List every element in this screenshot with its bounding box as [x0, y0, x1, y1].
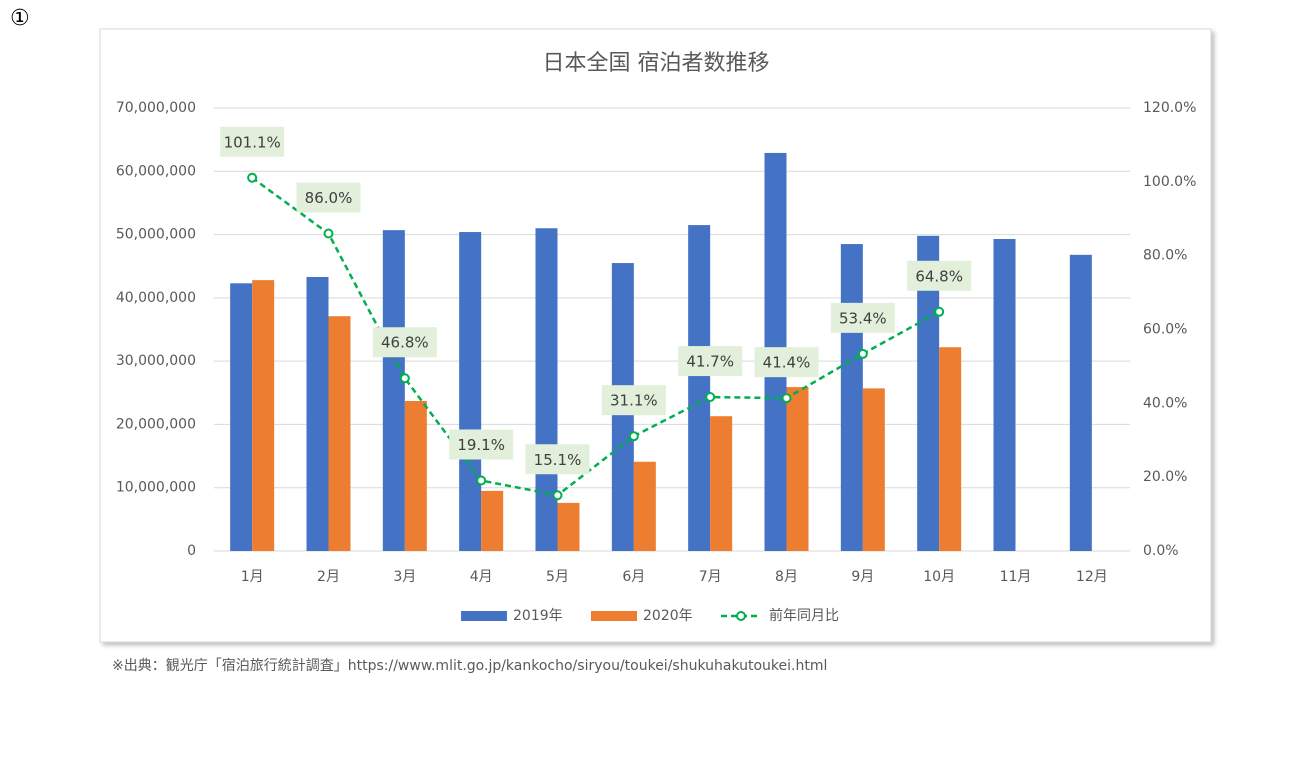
bar	[862, 388, 885, 551]
data-label: 41.4%	[763, 354, 811, 372]
line-marker	[552, 490, 563, 501]
line-marker	[323, 228, 334, 239]
y-tick-label: 0	[187, 543, 196, 559]
data-label: 46.8%	[381, 334, 429, 352]
legend-swatch	[461, 611, 507, 621]
line-marker	[476, 475, 487, 486]
bar	[481, 490, 504, 551]
data-label: 53.4%	[839, 309, 887, 327]
line-marker	[781, 393, 792, 404]
x-tick-label: 11月	[1000, 569, 1032, 585]
y-tick-label: 70,000,000	[116, 100, 196, 116]
bar	[939, 347, 962, 551]
x-tick-label: 10月	[923, 569, 955, 585]
data-label-box	[296, 182, 361, 213]
bar	[535, 228, 558, 551]
y-tick-label: 10,000,000	[116, 480, 196, 496]
figure-number: ①	[10, 6, 30, 31]
x-tick-label: 3月	[393, 569, 416, 585]
line-marker	[705, 392, 716, 403]
y2-tick-label: 0.0%	[1143, 543, 1179, 559]
bar	[710, 416, 733, 551]
bar	[786, 387, 809, 551]
data-label: 31.1%	[610, 392, 658, 410]
data-label-box	[220, 126, 285, 157]
data-label-box	[830, 302, 895, 333]
x-tick-label: 12月	[1076, 569, 1108, 585]
x-tick-label: 6月	[622, 569, 645, 585]
bar	[1069, 254, 1092, 551]
data-label: 64.8%	[915, 267, 963, 285]
data-label: 19.1%	[457, 436, 505, 454]
x-tick-label: 2月	[317, 569, 340, 585]
x-tick-label: 4月	[470, 569, 493, 585]
y2-tick-label: 40.0%	[1143, 395, 1187, 411]
y2-tick-label: 20.0%	[1143, 469, 1187, 485]
y2-tick-label: 80.0%	[1143, 248, 1187, 264]
line-marker	[399, 373, 410, 384]
bar	[306, 276, 329, 551]
y-tick-label: 60,000,000	[116, 163, 196, 179]
x-tick-label: 1月	[241, 569, 264, 585]
line	[251, 176, 940, 497]
bar	[993, 239, 1016, 551]
data-label-box	[601, 385, 666, 416]
y-tick-label: 30,000,000	[116, 353, 196, 369]
x-tick-label: 9月	[851, 569, 874, 585]
data-label-box	[754, 347, 819, 378]
legend-swatch	[736, 611, 746, 621]
bar	[557, 502, 580, 551]
data-label: 15.1%	[534, 451, 582, 469]
data-label-box	[525, 444, 590, 475]
bar	[230, 283, 253, 551]
chart-title: 日本全国 宿泊者数推移	[543, 51, 770, 76]
legend-label: 2020年	[643, 608, 693, 624]
y-tick-label: 20,000,000	[116, 416, 196, 432]
x-tick-label: 8月	[775, 569, 798, 585]
bar	[688, 225, 711, 552]
x-tick-label: 7月	[699, 569, 722, 585]
y-tick-label: 50,000,000	[116, 227, 196, 243]
data-label: 86.0%	[305, 189, 353, 207]
x-tick-label: 5月	[546, 569, 569, 585]
line-marker	[857, 348, 868, 359]
line-marker	[247, 172, 258, 183]
bar	[328, 316, 351, 551]
bar	[459, 232, 482, 552]
data-label-box	[449, 429, 514, 460]
data-label-box	[907, 260, 972, 291]
y2-tick-label: 60.0%	[1143, 322, 1187, 338]
data-label-box	[678, 346, 743, 377]
y-tick-label: 40,000,000	[116, 290, 196, 306]
bar	[633, 461, 656, 551]
source-note: ※出典：観光庁「宿泊旅行統計調査」https://www.mlit.go.jp/…	[112, 658, 828, 674]
bar	[252, 280, 275, 551]
line-marker	[934, 306, 945, 317]
line-marker	[628, 431, 639, 442]
y2-tick-label: 120.0%	[1143, 100, 1196, 116]
bar	[840, 244, 863, 552]
y2-tick-label: 100.0%	[1143, 174, 1196, 190]
legend-label: 2019年	[513, 608, 563, 624]
bar	[404, 401, 427, 551]
bar	[382, 230, 405, 552]
data-label: 101.1%	[224, 133, 281, 151]
legend-label: 前年同月比	[769, 607, 839, 624]
legend-swatch	[591, 611, 637, 621]
data-label-box	[372, 327, 437, 358]
data-label: 41.7%	[686, 353, 734, 371]
